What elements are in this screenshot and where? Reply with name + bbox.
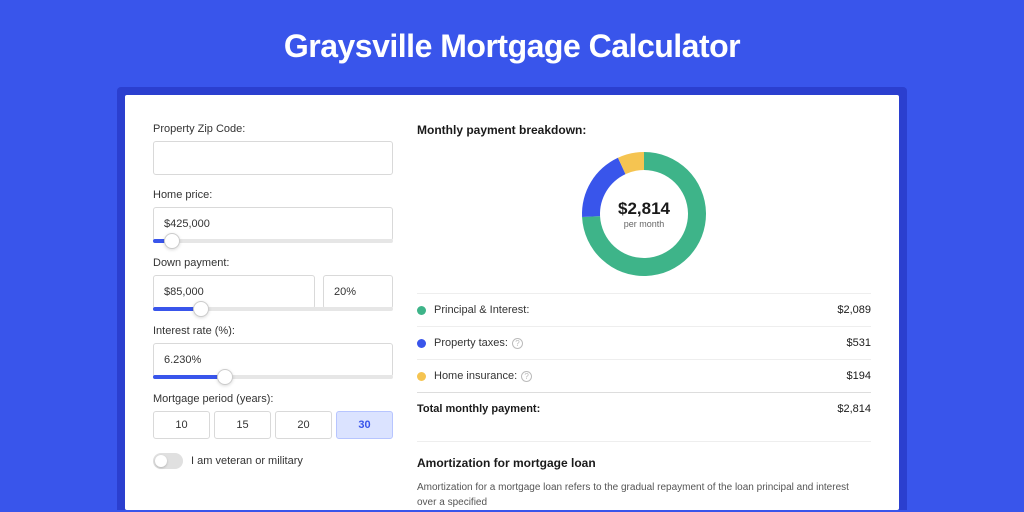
legend-dot [417, 372, 426, 381]
legend-value: $531 [847, 337, 871, 349]
info-icon[interactable]: ? [521, 371, 532, 382]
down-payment-slider-thumb[interactable] [193, 301, 209, 317]
down-payment-field: Down payment: [153, 257, 393, 311]
legend-value: $194 [847, 370, 871, 382]
legend-row: Home insurance:?$194 [417, 359, 871, 392]
donut-chart: $2,814 per month [579, 149, 709, 279]
interest-rate-slider[interactable] [153, 375, 393, 379]
legend-label: Principal & Interest: [434, 304, 837, 316]
zip-field: Property Zip Code: [153, 123, 393, 175]
down-payment-slider[interactable] [153, 307, 393, 311]
home-price-field: Home price: [153, 189, 393, 243]
legend-dot [417, 306, 426, 315]
legend-label: Home insurance:? [434, 370, 847, 382]
donut-sub: per month [624, 219, 665, 229]
donut-center: $2,814 per month [579, 149, 709, 279]
interest-rate-slider-thumb[interactable] [217, 369, 233, 385]
legend: Principal & Interest:$2,089Property taxe… [417, 293, 871, 392]
down-payment-percent-input[interactable] [323, 275, 393, 309]
card-shadow: Property Zip Code: Home price: Down paym… [117, 87, 907, 510]
total-row: Total monthly payment: $2,814 [417, 392, 871, 425]
mortgage-period-field: Mortgage period (years): 10152030 [153, 393, 393, 439]
veteran-toggle-knob [155, 455, 167, 467]
amortization-section: Amortization for mortgage loan Amortizat… [417, 441, 871, 510]
legend-value: $2,089 [837, 304, 871, 316]
mortgage-period-option[interactable]: 10 [153, 411, 210, 439]
total-value: $2,814 [837, 403, 871, 415]
amortization-text: Amortization for a mortgage loan refers … [417, 480, 871, 510]
info-icon[interactable]: ? [512, 338, 523, 349]
home-price-label: Home price: [153, 189, 393, 201]
veteran-row: I am veteran or military [153, 453, 393, 469]
veteran-toggle[interactable] [153, 453, 183, 469]
interest-rate-slider-fill [153, 375, 225, 379]
legend-dot [417, 339, 426, 348]
interest-rate-field: Interest rate (%): [153, 325, 393, 379]
donut-amount: $2,814 [618, 199, 670, 219]
page-title: Graysville Mortgage Calculator [0, 0, 1024, 87]
down-payment-label: Down payment: [153, 257, 393, 269]
breakdown-title: Monthly payment breakdown: [417, 123, 871, 137]
home-price-input[interactable] [153, 207, 393, 241]
mortgage-period-option[interactable]: 30 [336, 411, 393, 439]
legend-label: Property taxes:? [434, 337, 847, 349]
down-payment-amount-input[interactable] [153, 275, 315, 309]
interest-rate-input[interactable] [153, 343, 393, 377]
form-column: Property Zip Code: Home price: Down paym… [153, 123, 393, 510]
interest-rate-label: Interest rate (%): [153, 325, 393, 337]
zip-input[interactable] [153, 141, 393, 175]
amortization-title: Amortization for mortgage loan [417, 456, 871, 470]
mortgage-period-option[interactable]: 20 [275, 411, 332, 439]
calculator-card: Property Zip Code: Home price: Down paym… [125, 95, 899, 510]
donut-wrap: $2,814 per month [417, 149, 871, 279]
home-price-slider-thumb[interactable] [164, 233, 180, 249]
home-price-slider[interactable] [153, 239, 393, 243]
zip-label: Property Zip Code: [153, 123, 393, 135]
veteran-label: I am veteran or military [191, 455, 303, 467]
mortgage-period-buttons: 10152030 [153, 411, 393, 439]
legend-row: Principal & Interest:$2,089 [417, 293, 871, 326]
total-label: Total monthly payment: [417, 403, 837, 415]
mortgage-period-option[interactable]: 15 [214, 411, 271, 439]
mortgage-period-label: Mortgage period (years): [153, 393, 393, 405]
breakdown-column: Monthly payment breakdown: $2,814 per mo… [417, 123, 871, 510]
legend-row: Property taxes:?$531 [417, 326, 871, 359]
